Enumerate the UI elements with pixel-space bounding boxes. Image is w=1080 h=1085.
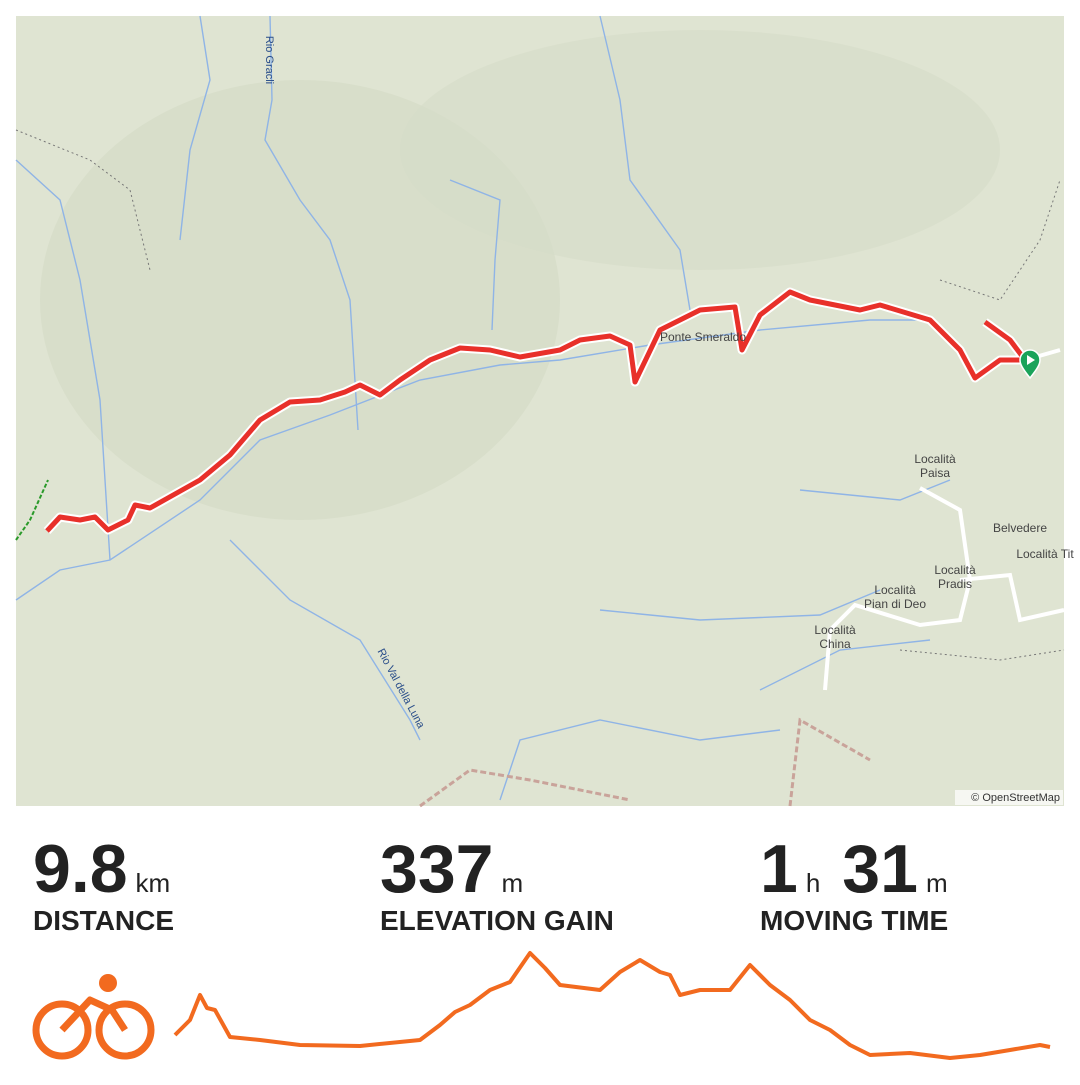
stat-number: 337	[380, 831, 493, 907]
stat-label: MOVING TIME	[760, 905, 948, 936]
stat-value: 9.8 km	[33, 831, 170, 907]
stat-unit: m	[501, 868, 523, 898]
attribution: © OpenStreetMap	[971, 792, 1060, 804]
stat-number: 9.8	[33, 831, 128, 907]
place-label: Località Tit	[1016, 547, 1074, 561]
place-label: Pradis	[938, 577, 972, 591]
place-label: Ponte Smeraldo	[660, 330, 746, 344]
elevation-profile	[173, 951, 1051, 1060]
paths	[15, 129, 1065, 661]
place-label: Località	[814, 623, 856, 637]
stat-unit: km	[136, 868, 171, 898]
attribution-bg	[955, 790, 1063, 805]
stat-number: 31	[842, 831, 918, 907]
place-label: Pian di Deo	[864, 597, 926, 611]
stat-value: 1 h 31 m	[760, 831, 948, 907]
stat-number: 1	[760, 831, 798, 907]
terrain-shade	[400, 30, 1000, 270]
stats: 9.8 km DISTANCE 337 m ELEVATION GAIN 1 h 31 m MOVI…	[33, 831, 948, 936]
place-label: Paisa	[920, 466, 950, 480]
stat-unit: h	[806, 868, 820, 898]
trail	[15, 479, 49, 541]
place-label: China	[819, 637, 851, 651]
route	[43, 287, 1030, 535]
stat-value: 337 m	[380, 831, 523, 907]
place-label: Località	[914, 452, 956, 466]
start-marker	[1019, 349, 1041, 380]
cyclist-icon	[32, 974, 155, 1060]
stat-unit: m	[926, 868, 948, 898]
place-label: Località	[874, 583, 916, 597]
place-label: Belvedere	[993, 521, 1047, 535]
streams	[15, 15, 951, 801]
stat-label: DISTANCE	[33, 905, 174, 936]
stream-label: Rio Gracli	[263, 36, 275, 84]
stat-label: ELEVATION GAIN	[380, 905, 614, 936]
place-label: Località	[934, 563, 976, 577]
tracks	[419, 717, 871, 808]
